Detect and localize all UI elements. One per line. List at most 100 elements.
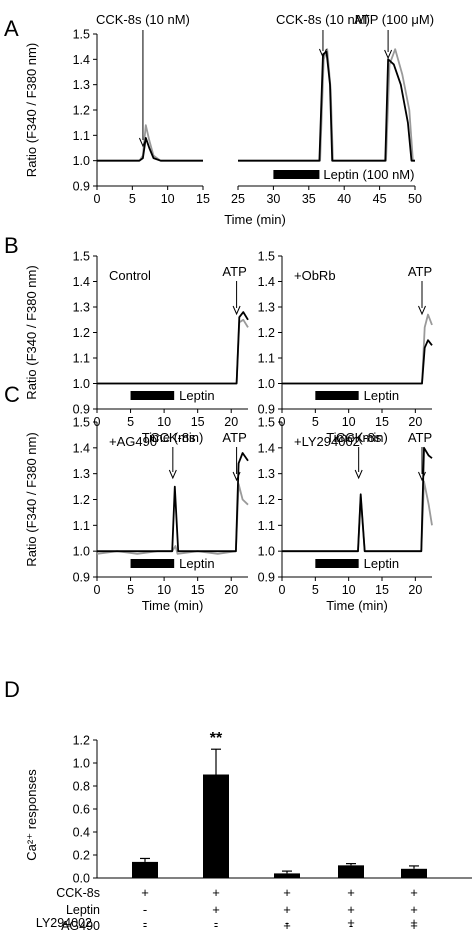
panelC-y-tick-label: 1.5 (73, 416, 90, 430)
panelD-cell: - (143, 902, 147, 917)
panel-label-A: A (4, 16, 19, 41)
panelB-leptin-bar (130, 391, 175, 400)
x-tick-label: 20 (224, 415, 238, 429)
x-tick-label: 0 (279, 583, 286, 597)
panelC-condition-label: +LY294002 (294, 434, 360, 449)
panelA-leptin-bar (273, 170, 320, 179)
x-tick-label: 45 (373, 192, 387, 206)
panelD-cell: + (410, 902, 418, 917)
panelD-cell: + (410, 885, 418, 900)
panelC-leptin-bar (130, 559, 175, 568)
panelA-annotation-label: ATP (100 μM) (354, 12, 434, 27)
panelD-y-tick-label: 0.8 (73, 780, 90, 794)
panelC-cck-arrow-head (168, 469, 177, 480)
panelD-cell: + (141, 885, 149, 900)
panelA-y-tick-label: 1.3 (73, 78, 90, 92)
panelB-y-tick-label: 0.9 (258, 403, 275, 417)
panelD-y-tick-label: 0.4 (73, 826, 90, 840)
panelB-y-tick-label: 1.3 (73, 301, 90, 315)
panelB-leptin-label: Leptin (364, 388, 399, 403)
x-tick-label: 20 (224, 583, 238, 597)
panelC-trace-black (97, 452, 249, 553)
panelC-y-tick-label: 1.4 (73, 441, 90, 455)
panelD-cell: + (347, 915, 355, 930)
panelB-y-tick-label: 1.5 (258, 250, 275, 264)
panelB-atp-label: ATP (222, 264, 246, 279)
panelB-y-tick-label: 1.2 (73, 326, 90, 340)
panelB-atp-label: ATP (408, 264, 432, 279)
panelD-significance: ** (210, 730, 223, 747)
panelD-cell: + (212, 902, 220, 917)
panelB-y-tick-label: 1.4 (258, 275, 275, 289)
panelB-y-tick-label: 1.1 (258, 352, 275, 366)
panelC-leptin-label: Leptin (364, 556, 399, 571)
panelD-y-tick-label: 1.0 (73, 757, 90, 771)
panelD-bar (274, 873, 300, 878)
panelD-cell: + (347, 902, 355, 917)
panelD-cell: - (214, 918, 218, 932)
panelB-y-tick-label: 1.1 (73, 352, 90, 366)
panelC-x-axis-title: Time (min) (142, 598, 204, 613)
panelC-leptin-label: Leptin (179, 556, 214, 571)
panelC-trace-gray (282, 480, 433, 553)
panelB-y-tick-label: 1.5 (73, 250, 90, 264)
panelD-y-tick-label: 0.0 (73, 872, 90, 886)
panelC-y-tick-label: 1.2 (73, 493, 90, 507)
x-tick-label: 20 (408, 415, 422, 429)
panelD-row-label: AG490 (61, 919, 100, 932)
panelD-cell: + (283, 918, 291, 932)
panelC-condition-label: +AG490 (109, 434, 157, 449)
panelA-arrow-head (138, 137, 147, 148)
panel-label-B: B (4, 233, 19, 258)
panelC-atp-arrow-head (418, 471, 426, 482)
x-tick-label: 15 (375, 415, 389, 429)
panelD-bar (401, 868, 427, 878)
panelB-leptin-label: Leptin (179, 388, 214, 403)
panelB-y-axis-title: Ratio (F340 / F380 nm) (24, 265, 39, 399)
x-tick-label: 5 (312, 583, 319, 597)
panelC-cck-label: CCK-8s (150, 430, 196, 445)
panelD-y-axis-title: Ca²⁺ responses (24, 769, 39, 861)
panelC-y-tick-label: 1.1 (73, 519, 90, 533)
panelA-y-tick-label: 1.5 (73, 28, 90, 42)
panelC-atp-label: ATP (222, 430, 246, 445)
panelD-row-label: Leptin (66, 903, 100, 917)
panelD-cell: - (214, 915, 218, 930)
x-tick-label: 0 (94, 192, 101, 206)
x-tick-label: 5 (129, 192, 136, 206)
panelB-x-axis-title: Time (min) (142, 430, 204, 445)
x-tick-label: 15 (191, 583, 205, 597)
panelD-y-tick-label: 0.6 (73, 803, 90, 817)
panelC-leptin-bar (315, 559, 359, 568)
panelD-cell: - (143, 918, 147, 932)
panelC-cck-arrow-head (354, 469, 363, 480)
panelC-y-tick-label: 1.1 (258, 519, 275, 533)
panelD-y-tick-label: 1.2 (73, 734, 90, 748)
panelB-y-tick-label: 0.9 (73, 403, 90, 417)
x-tick-label: 15 (375, 583, 389, 597)
panelB-y-tick-label: 1.2 (258, 326, 275, 340)
panelC-trace-black (282, 446, 433, 553)
panelD-cell: + (283, 902, 291, 917)
panelD-cell: - (285, 915, 289, 930)
panelD-bar (132, 861, 158, 878)
x-tick-label: 10 (157, 415, 171, 429)
panelC-y-tick-label: 1.2 (258, 493, 275, 507)
x-tick-label: 5 (312, 415, 319, 429)
panel-label-C: C (4, 382, 20, 407)
panelC-x-axis-title: Time (min) (326, 598, 388, 613)
panelC-y-tick-label: 1.4 (258, 441, 275, 455)
x-tick-label: 10 (342, 415, 356, 429)
panelB-trace-gray (97, 318, 249, 385)
panelA-y-tick-label: 1.1 (73, 129, 90, 143)
panelB-condition-label: Control (109, 268, 151, 283)
x-tick-label: 5 (127, 415, 134, 429)
panelD-row-label: LY294002 (36, 916, 92, 930)
x-tick-label: 30 (266, 192, 280, 206)
panelC-cck-label: CCK-8s (336, 430, 382, 445)
panelA-trace-gray (97, 124, 203, 162)
panelA-annotation-label: CCK-8s (10 nM) (276, 12, 370, 27)
x-tick-label: 15 (191, 415, 205, 429)
panelD-bar (338, 865, 364, 878)
panelA-trace-black (238, 50, 415, 162)
